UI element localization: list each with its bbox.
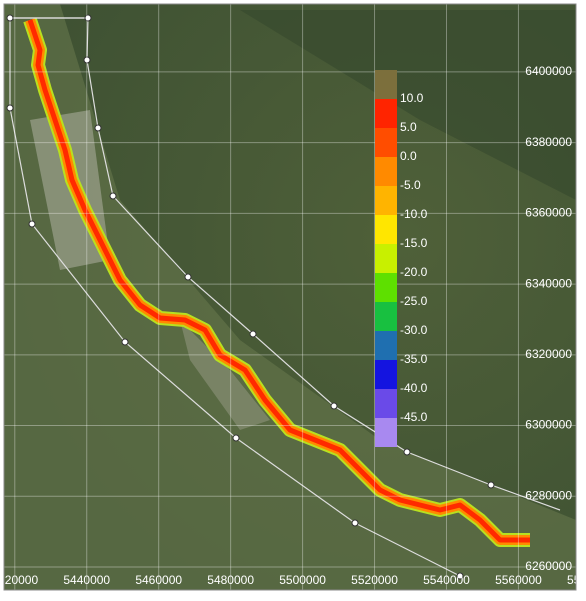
colorbar-label: -40.0: [400, 381, 428, 395]
x-tick-label: 5500000: [279, 573, 326, 587]
colorbar-segment: [375, 128, 397, 157]
city: [180, 320, 270, 430]
y-tick-label: 6360000: [525, 206, 572, 220]
y-tick-label: 6340000: [525, 276, 572, 290]
x-tick-label: 5480000: [207, 573, 254, 587]
colorbar-label: -30.0: [400, 323, 428, 337]
colorbar-segment: [375, 360, 397, 389]
x-tick-label: 5460000: [135, 573, 182, 587]
colorbar-segment: [375, 244, 397, 273]
y-tick-label: 6380000: [525, 135, 572, 149]
y-tick-label: 6400000: [525, 64, 572, 78]
x-tick-label: 5560000: [495, 573, 542, 587]
colorbar-segment: [375, 157, 397, 186]
y-tick-label: 6300000: [525, 418, 572, 432]
colorbar-segment: [375, 273, 397, 302]
colorbar-label: -20.0: [400, 265, 428, 279]
colorbar-label: 10.0: [400, 91, 424, 105]
x-tick-label: 5580000: [567, 573, 586, 587]
colorbar-segment: [375, 70, 397, 99]
colorbar-segment: [375, 389, 397, 418]
farmland: [4, 4, 576, 590]
y-tick-label: 6280000: [525, 488, 572, 502]
mesh-nodes: [6, 14, 495, 580]
colorbar-segment: [375, 186, 397, 215]
colorbar-segment: [375, 302, 397, 331]
colorbar-label: -5.0: [400, 178, 421, 192]
y-tick-label: 6320000: [525, 347, 572, 361]
river-core: [27, 19, 530, 543]
colorbar-label: 0.0: [400, 149, 417, 163]
x-tick-label: 5440000: [63, 573, 110, 587]
map-frame: [3, 3, 577, 591]
colorbar-label: -10.0: [400, 207, 428, 221]
y-tick-label: 6260000: [525, 559, 572, 573]
colorbar-label: 5.0: [400, 120, 417, 134]
x-tick-label: 5420000: [0, 573, 38, 587]
x-tick-label: 5520000: [351, 573, 398, 587]
forest: [240, 10, 576, 200]
colorbar-segment: [375, 418, 397, 447]
x-tick-label: 5540000: [423, 573, 470, 587]
colorbar-segment: [375, 331, 397, 360]
colorbar-label: -25.0: [400, 294, 428, 308]
colorbar-label: -45.0: [400, 410, 428, 424]
colorbar-label: -35.0: [400, 352, 428, 366]
colorbar-segment: [375, 99, 397, 128]
colorbar-label: -15.0: [400, 236, 428, 250]
colorbar-segment: [375, 215, 397, 244]
